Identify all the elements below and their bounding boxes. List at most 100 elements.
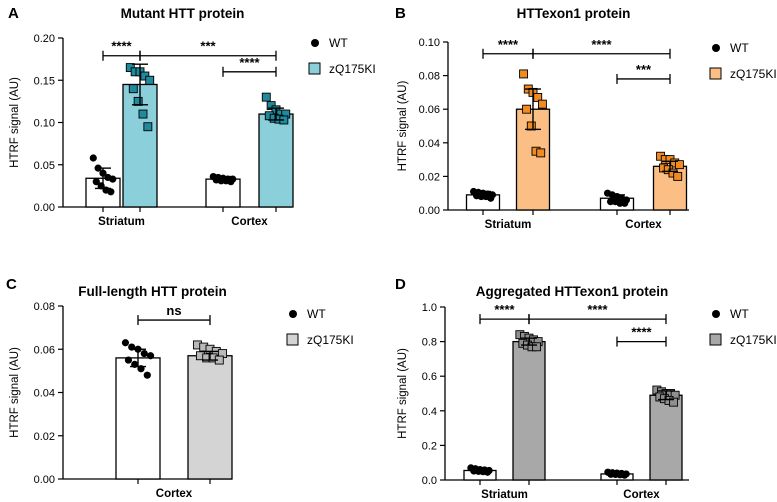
y-axis-label: HTRF signal (AU) xyxy=(9,347,21,438)
significance-label: **** xyxy=(494,302,515,317)
legend-label-ki: zQ175KI xyxy=(730,67,777,81)
bar-zq175ki-striatum xyxy=(512,340,546,481)
legend-label-ki: zQ175KI xyxy=(730,333,777,347)
data-point xyxy=(519,69,529,79)
legend-label-ki: zQ175KI xyxy=(307,333,354,347)
y-tick-label: 0.10 xyxy=(419,37,440,49)
y-tick-label: 0.15 xyxy=(34,75,55,87)
significance-label: **** xyxy=(498,37,519,52)
significance-label: **** xyxy=(631,325,652,340)
legend-label-wt: WT xyxy=(730,307,749,321)
data-point xyxy=(145,75,155,85)
category-label: Striatum xyxy=(485,219,532,231)
significance-label: **** xyxy=(587,302,608,317)
panel-letter: A xyxy=(8,5,19,22)
data-point xyxy=(143,371,151,379)
data-point xyxy=(138,109,148,119)
bar-zq175ki-cortex xyxy=(258,113,294,208)
y-tick-label: 0.6 xyxy=(422,371,437,383)
data-point xyxy=(92,178,100,186)
data-point xyxy=(674,160,684,170)
data-point xyxy=(537,99,547,109)
panel-A: A Mutant HTT protein HTRF signal (AU) 0.00 0… xyxy=(8,5,376,228)
legend-wt-marker xyxy=(311,39,319,47)
bar-zq175ki-cortex xyxy=(187,355,233,480)
panel-D: D Aggregated HTTexon1 protein HTRF signal … xyxy=(395,276,777,501)
data-point xyxy=(621,199,629,207)
y-tick-label: 0.4 xyxy=(422,406,437,418)
y-tick-label: 0.06 xyxy=(34,344,55,356)
category-label: Cortex xyxy=(156,488,193,500)
legend-ki-marker xyxy=(709,333,722,346)
panel-letter: B xyxy=(395,5,406,22)
chart-title: Mutant HTT protein xyxy=(121,6,245,21)
bar-wt-cortex xyxy=(115,357,161,480)
y-tick-label: 0.2 xyxy=(422,440,437,452)
legend-label-wt: WT xyxy=(329,36,348,50)
data-point xyxy=(128,84,138,94)
chart-title: HTTexon1 protein xyxy=(517,6,631,21)
y-axis-label: HTRF signal (AU) xyxy=(397,80,409,171)
data-point xyxy=(89,154,97,162)
data-point xyxy=(536,148,546,158)
category-label: Striatum xyxy=(98,216,145,228)
data-point xyxy=(140,349,148,358)
chart-title: Full-length HTT protein xyxy=(78,284,226,299)
legend-ki-marker xyxy=(709,67,722,80)
data-point xyxy=(121,339,130,347)
y-tick-label: 1.0 xyxy=(422,302,437,314)
y-tick-label: 0.0 xyxy=(422,475,437,487)
y-tick-label: 0.04 xyxy=(419,138,440,150)
legend-wt-marker xyxy=(712,310,720,318)
data-point xyxy=(261,92,271,102)
category-label: Cortex xyxy=(623,489,660,501)
significance-label: *** xyxy=(636,62,652,77)
y-tick-label: 0.06 xyxy=(419,104,440,116)
y-tick-label: 0.00 xyxy=(34,202,55,214)
panel-letter: D xyxy=(395,276,406,293)
legend-label-ki: zQ175KI xyxy=(329,62,376,76)
legend-label-wt: WT xyxy=(307,307,326,321)
category-label: Cortex xyxy=(625,219,662,231)
data-point xyxy=(533,92,543,102)
significance-label: **** xyxy=(591,37,612,52)
bar-zq175ki-cortex xyxy=(649,394,683,481)
data-point xyxy=(532,342,542,352)
y-tick-label: 0.04 xyxy=(34,388,55,400)
legend-ki-marker xyxy=(308,62,321,75)
legend-label-wt: WT xyxy=(730,41,749,55)
data-point xyxy=(669,397,679,407)
y-tick-label: 0.05 xyxy=(34,160,55,172)
y-tick-label: 0.00 xyxy=(419,205,440,217)
significance-label: ns xyxy=(166,303,181,318)
chart-title: Aggregated HTTexon1 protein xyxy=(476,284,669,299)
data-point xyxy=(143,122,153,132)
significance-label: *** xyxy=(200,39,216,54)
legend-wt-marker xyxy=(712,44,720,52)
y-tick-label: 0.10 xyxy=(34,118,55,130)
y-tick-label: 0.08 xyxy=(419,71,440,83)
data-point xyxy=(109,175,117,183)
category-label: Cortex xyxy=(231,216,268,228)
data-point xyxy=(146,352,155,360)
data-point xyxy=(107,188,115,196)
category-label: Striatum xyxy=(481,489,528,501)
y-tick-label: 0.20 xyxy=(34,33,55,45)
y-tick-label: 0.08 xyxy=(34,301,55,313)
legend-ki-marker xyxy=(286,333,299,346)
panel-B: B HTTexon1 protein HTRF signal (AU) 0.00 0.0… xyxy=(395,5,777,231)
y-tick-label: 0.00 xyxy=(34,474,55,486)
y-tick-label: 0.02 xyxy=(419,171,440,183)
significance-label: **** xyxy=(111,39,132,54)
y-tick-label: 0.02 xyxy=(34,431,55,443)
data-point xyxy=(124,356,133,364)
y-tick-label: 0.8 xyxy=(422,337,437,349)
panel-letter: C xyxy=(6,276,17,293)
data-point xyxy=(522,104,532,114)
legend-wt-marker xyxy=(289,310,297,318)
significance-label: **** xyxy=(239,55,260,70)
panel-C: C Full-length HTT protein HTRF signal (AU)… xyxy=(6,276,354,500)
y-axis-label: HTRF signal (AU) xyxy=(397,348,409,439)
y-axis-label: HTRF signal (AU) xyxy=(9,77,21,168)
